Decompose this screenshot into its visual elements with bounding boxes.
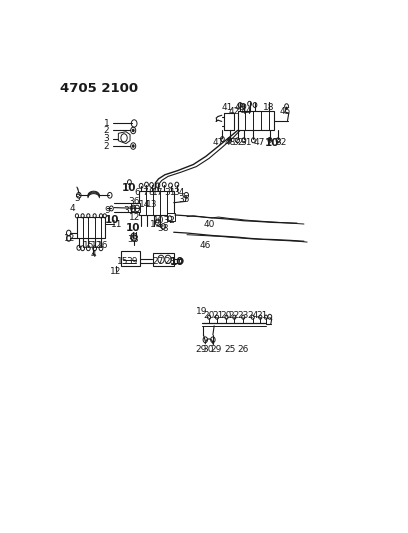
Text: 18: 18: [263, 102, 274, 111]
Text: 12: 12: [64, 234, 75, 243]
Text: 24: 24: [248, 311, 259, 320]
Text: 40: 40: [204, 220, 215, 229]
Text: 19: 19: [196, 306, 208, 316]
Text: 15: 15: [82, 241, 94, 251]
Bar: [131, 203, 140, 212]
Text: 29: 29: [211, 345, 222, 354]
Text: 38: 38: [157, 224, 169, 232]
Text: 12: 12: [129, 213, 140, 222]
Text: 15: 15: [118, 257, 129, 266]
Text: 5: 5: [74, 195, 80, 204]
Bar: [237, 111, 274, 131]
Text: 29: 29: [195, 345, 207, 354]
Text: 37: 37: [124, 206, 135, 215]
Text: 16: 16: [96, 241, 108, 251]
Text: 10: 10: [264, 138, 279, 148]
Text: 10: 10: [170, 257, 185, 267]
Text: 10: 10: [104, 215, 119, 225]
Text: 46: 46: [200, 241, 211, 250]
Circle shape: [269, 139, 271, 141]
Text: 13: 13: [146, 200, 157, 209]
Text: 25: 25: [224, 345, 235, 354]
Polygon shape: [118, 132, 130, 143]
Text: 28: 28: [164, 257, 175, 266]
Text: 41: 41: [222, 102, 233, 111]
Text: 20: 20: [221, 311, 232, 320]
Bar: [167, 213, 175, 221]
Text: 1: 1: [104, 119, 109, 128]
Text: 4: 4: [90, 251, 96, 259]
Text: 32: 32: [233, 138, 244, 147]
Text: 21: 21: [212, 311, 224, 320]
Text: 26: 26: [237, 345, 249, 354]
Circle shape: [132, 145, 134, 147]
Text: 39: 39: [126, 257, 137, 266]
Text: 36: 36: [128, 197, 140, 206]
Text: 34: 34: [174, 188, 185, 197]
Text: 2: 2: [104, 126, 109, 135]
Text: 47: 47: [212, 138, 224, 147]
Text: 31: 31: [165, 188, 176, 197]
Text: 11: 11: [111, 220, 122, 229]
Text: 14: 14: [139, 200, 150, 209]
Circle shape: [132, 129, 134, 132]
Text: 7: 7: [142, 188, 148, 197]
Text: 17: 17: [152, 188, 164, 197]
Text: 10: 10: [125, 223, 140, 233]
Text: 9: 9: [104, 206, 110, 215]
Text: 20: 20: [203, 311, 215, 320]
Text: 31: 31: [241, 138, 252, 147]
Text: 17: 17: [150, 220, 162, 229]
Text: 42: 42: [228, 107, 239, 116]
Text: 23: 23: [237, 311, 249, 320]
Text: 12: 12: [110, 266, 122, 276]
Bar: [121, 251, 140, 266]
Text: 21: 21: [257, 311, 268, 320]
Text: 2: 2: [104, 142, 109, 150]
Text: 27: 27: [153, 257, 164, 266]
Text: 43: 43: [235, 102, 246, 111]
Text: 44: 44: [241, 107, 252, 116]
Text: 12: 12: [91, 241, 102, 251]
Text: 4: 4: [70, 204, 75, 213]
Text: 3: 3: [104, 134, 109, 143]
Text: 10: 10: [122, 183, 137, 193]
Text: 30: 30: [203, 345, 214, 354]
Text: 1032: 1032: [153, 216, 175, 225]
Text: 4705 2100: 4705 2100: [60, 83, 139, 95]
Text: 22: 22: [228, 311, 239, 320]
Text: 6: 6: [134, 188, 140, 197]
Text: 47: 47: [253, 138, 265, 147]
Text: 38: 38: [127, 235, 138, 244]
Text: 35: 35: [178, 195, 190, 204]
Text: 45: 45: [280, 107, 291, 116]
Bar: [77, 217, 105, 238]
Circle shape: [229, 139, 231, 141]
Text: 48: 48: [225, 138, 236, 147]
Bar: [153, 253, 174, 266]
Bar: [139, 191, 174, 215]
Text: 8: 8: [149, 188, 154, 197]
Text: 32: 32: [275, 138, 287, 147]
